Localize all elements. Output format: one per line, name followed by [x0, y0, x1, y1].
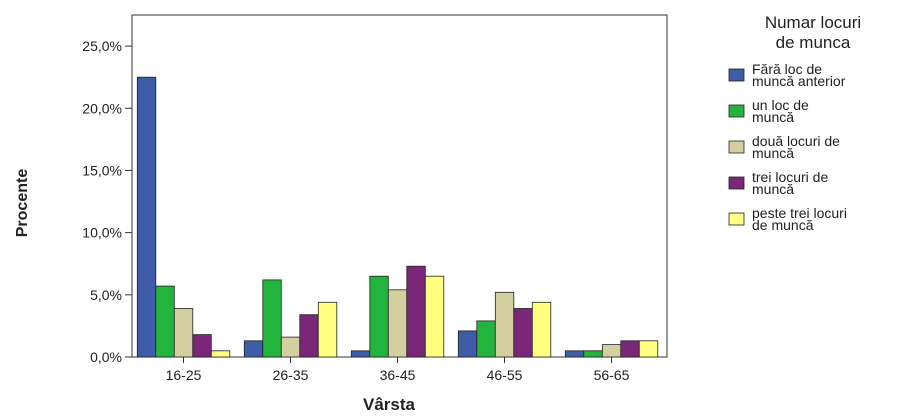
bar — [638, 340, 659, 358]
y-tick-label: 0,0% — [90, 349, 122, 365]
bar — [299, 314, 319, 358]
y-tick-label: 20,0% — [82, 100, 122, 116]
x-axis: 16-25 26-35 36-45 46-55 56-65 — [166, 357, 630, 383]
y-tick-label: 10,0% — [82, 225, 122, 241]
bar — [262, 279, 282, 358]
bar — [369, 275, 389, 358]
bar — [494, 291, 515, 358]
bar — [210, 350, 231, 358]
legend-label: un loc de — [752, 97, 809, 113]
legend-label: trei locuri de — [752, 169, 828, 185]
bar — [583, 350, 603, 358]
bar — [155, 285, 175, 358]
x-tick-label: 56-65 — [594, 367, 630, 383]
bar — [280, 336, 301, 358]
bar — [173, 308, 194, 358]
bar — [513, 308, 533, 358]
bar — [387, 289, 408, 358]
y-tick-label: 15,0% — [82, 162, 122, 178]
x-axis-title: Vârsta — [363, 395, 416, 414]
y-tick-label: 25,0% — [82, 38, 122, 54]
y-tick-label: 5,0% — [90, 287, 122, 303]
legend-label: Fără loc de — [752, 61, 822, 77]
bar — [457, 330, 478, 358]
legend-label: muncă — [752, 109, 794, 125]
legend-swatch — [728, 68, 745, 82]
legend-swatch — [728, 176, 745, 190]
bar — [192, 334, 212, 358]
bar — [564, 350, 585, 358]
legend-title: de munca — [776, 33, 851, 52]
legend-title: Numar locuri — [765, 13, 861, 32]
legend-swatch — [728, 104, 745, 118]
legend-label: două locuri de — [752, 133, 840, 149]
bars — [136, 76, 659, 358]
x-tick-label: 46-55 — [487, 367, 523, 383]
legend-swatch — [728, 140, 745, 154]
bar — [350, 350, 371, 358]
x-tick-label: 36-45 — [380, 367, 416, 383]
x-tick-label: 16-25 — [166, 367, 202, 383]
bar — [424, 275, 445, 358]
bar — [406, 265, 426, 358]
legend-label: muncă — [752, 181, 794, 197]
bar — [601, 344, 622, 358]
legend-label: muncă — [752, 145, 794, 161]
bar — [243, 340, 264, 358]
x-tick-label: 26-35 — [273, 367, 309, 383]
legend-label: muncă anterior — [752, 73, 846, 89]
bar — [476, 320, 496, 358]
bar — [317, 301, 338, 358]
legend-label: de muncă — [752, 217, 814, 233]
bar — [136, 76, 157, 358]
bar — [531, 301, 552, 358]
y-axis-title: Procente — [14, 169, 31, 238]
legend-label: peste trei locuri — [752, 205, 847, 221]
legend-swatch — [728, 212, 745, 226]
bar — [620, 340, 640, 358]
y-axis: 0,0% 5,0% 10,0% 15,0% 20,0% 25,0% — [82, 38, 132, 365]
